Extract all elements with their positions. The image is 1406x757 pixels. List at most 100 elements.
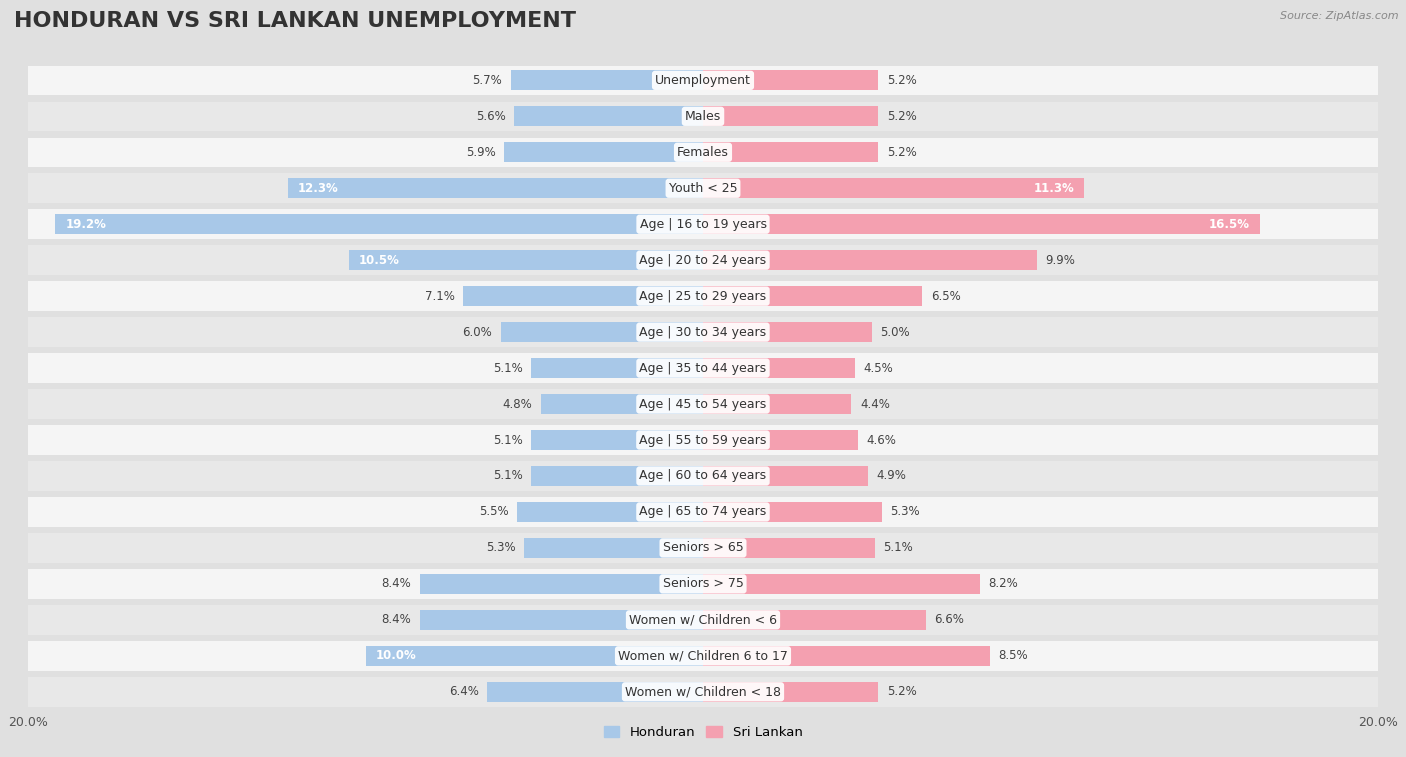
Bar [517, 502, 703, 522]
Text: Age | 30 to 34 years: Age | 30 to 34 years [640, 326, 766, 338]
Text: Age | 60 to 64 years: Age | 60 to 64 years [640, 469, 766, 482]
Bar [28, 569, 1378, 599]
Text: 5.6%: 5.6% [475, 110, 506, 123]
Bar [541, 394, 703, 414]
Text: 5.3%: 5.3% [486, 541, 516, 554]
Bar [501, 322, 703, 342]
Text: 5.2%: 5.2% [887, 110, 917, 123]
Bar [531, 358, 703, 378]
Text: 10.0%: 10.0% [375, 650, 416, 662]
Bar [28, 641, 1378, 671]
Bar [531, 430, 703, 450]
Text: 8.2%: 8.2% [988, 578, 1018, 590]
Text: 5.7%: 5.7% [472, 74, 502, 87]
Bar [28, 317, 1378, 347]
Bar [55, 214, 703, 234]
Text: Age | 65 to 74 years: Age | 65 to 74 years [640, 506, 766, 519]
Bar [28, 425, 1378, 455]
Text: Women w/ Children < 18: Women w/ Children < 18 [626, 685, 780, 698]
Bar [703, 322, 872, 342]
Bar [28, 210, 1378, 239]
Text: 4.9%: 4.9% [877, 469, 907, 482]
Text: 5.1%: 5.1% [492, 469, 523, 482]
Bar [28, 138, 1378, 167]
Text: 6.0%: 6.0% [463, 326, 492, 338]
Bar [703, 251, 1038, 270]
Bar [28, 605, 1378, 634]
Text: Males: Males [685, 110, 721, 123]
Bar [28, 461, 1378, 491]
Bar [419, 574, 703, 593]
Bar [703, 107, 879, 126]
Bar [288, 179, 703, 198]
Bar [703, 538, 875, 558]
Bar [28, 533, 1378, 562]
Bar [28, 173, 1378, 203]
Legend: Honduran, Sri Lankan: Honduran, Sri Lankan [599, 721, 807, 744]
Text: 5.1%: 5.1% [883, 541, 914, 554]
Text: Age | 55 to 59 years: Age | 55 to 59 years [640, 434, 766, 447]
Bar [503, 142, 703, 162]
Text: Age | 45 to 54 years: Age | 45 to 54 years [640, 397, 766, 410]
Text: Females: Females [678, 146, 728, 159]
Bar [28, 245, 1378, 275]
Bar [349, 251, 703, 270]
Bar [703, 682, 879, 702]
Text: 6.4%: 6.4% [449, 685, 478, 698]
Bar [524, 538, 703, 558]
Bar [703, 394, 852, 414]
Text: 10.5%: 10.5% [359, 254, 399, 266]
Bar [703, 358, 855, 378]
Text: 4.4%: 4.4% [860, 397, 890, 410]
Text: Age | 35 to 44 years: Age | 35 to 44 years [640, 362, 766, 375]
Text: 4.5%: 4.5% [863, 362, 893, 375]
Bar [703, 610, 925, 630]
Text: 5.1%: 5.1% [492, 434, 523, 447]
Bar [28, 101, 1378, 131]
Text: 5.0%: 5.0% [880, 326, 910, 338]
Text: 5.2%: 5.2% [887, 74, 917, 87]
Text: 7.1%: 7.1% [425, 290, 456, 303]
Text: Seniors > 75: Seniors > 75 [662, 578, 744, 590]
Bar [703, 646, 990, 665]
Text: Seniors > 65: Seniors > 65 [662, 541, 744, 554]
Text: 4.8%: 4.8% [503, 397, 533, 410]
Bar [28, 677, 1378, 706]
Bar [486, 682, 703, 702]
Bar [703, 70, 879, 90]
Text: 8.5%: 8.5% [998, 650, 1028, 662]
Text: Women w/ Children 6 to 17: Women w/ Children 6 to 17 [619, 650, 787, 662]
Text: 19.2%: 19.2% [65, 218, 105, 231]
Text: Women w/ Children < 6: Women w/ Children < 6 [628, 613, 778, 626]
Bar [419, 610, 703, 630]
Bar [703, 214, 1260, 234]
Bar [531, 466, 703, 486]
Bar [515, 107, 703, 126]
Bar [703, 466, 869, 486]
Text: 4.6%: 4.6% [866, 434, 897, 447]
Text: 9.9%: 9.9% [1046, 254, 1076, 266]
Bar [464, 286, 703, 306]
Text: 5.5%: 5.5% [479, 506, 509, 519]
Bar [28, 389, 1378, 419]
Text: Source: ZipAtlas.com: Source: ZipAtlas.com [1281, 11, 1399, 21]
Bar [28, 282, 1378, 311]
Text: HONDURAN VS SRI LANKAN UNEMPLOYMENT: HONDURAN VS SRI LANKAN UNEMPLOYMENT [14, 11, 576, 31]
Text: Youth < 25: Youth < 25 [669, 182, 737, 195]
Bar [703, 286, 922, 306]
Text: Age | 25 to 29 years: Age | 25 to 29 years [640, 290, 766, 303]
Text: 5.9%: 5.9% [465, 146, 495, 159]
Text: Age | 16 to 19 years: Age | 16 to 19 years [640, 218, 766, 231]
Bar [703, 179, 1084, 198]
Text: 12.3%: 12.3% [298, 182, 339, 195]
Bar [510, 70, 703, 90]
Text: 6.6%: 6.6% [934, 613, 965, 626]
Bar [703, 430, 858, 450]
Text: 5.2%: 5.2% [887, 685, 917, 698]
Bar [703, 502, 882, 522]
Text: Unemployment: Unemployment [655, 74, 751, 87]
Text: 6.5%: 6.5% [931, 290, 960, 303]
Text: 5.3%: 5.3% [890, 506, 920, 519]
Bar [28, 354, 1378, 383]
Bar [703, 574, 980, 593]
